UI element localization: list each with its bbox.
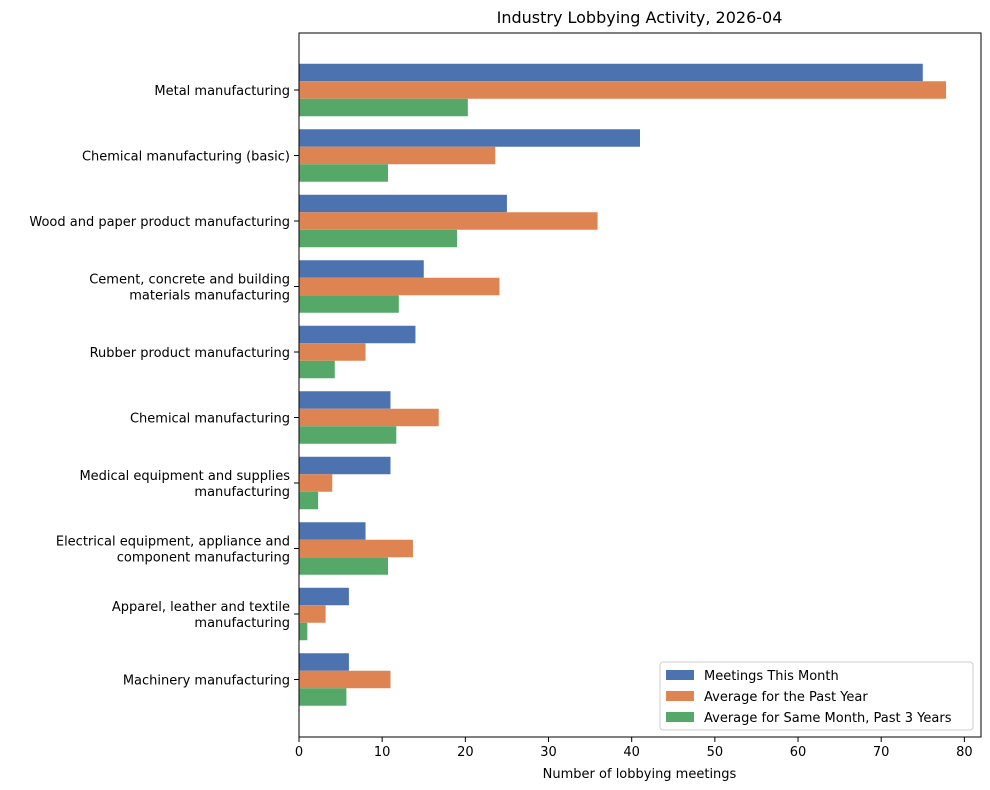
bar-same-month-3yr-avg: [299, 164, 388, 182]
y-category-label: Rubber product manufacturing: [90, 346, 290, 361]
legend-swatch: [666, 670, 694, 680]
bar-this-month: [299, 391, 391, 409]
y-category-label: manufacturing: [194, 485, 290, 500]
bar-same-month-3yr-avg: [299, 360, 335, 379]
x-axis-title: Number of lobbying meetings: [543, 767, 737, 782]
bar-this-month: [299, 653, 349, 671]
y-category-label: component manufacturing: [117, 551, 290, 566]
x-tick-label: 0: [295, 745, 303, 760]
bar-this-month: [299, 194, 507, 213]
bar-past-year-avg: [299, 605, 326, 623]
bar-this-month: [299, 456, 391, 475]
y-category-label: Metal manufacturing: [154, 84, 290, 99]
bar-this-month: [299, 63, 923, 82]
bar-past-year-avg: [299, 474, 333, 492]
bar-past-year-avg: [299, 212, 598, 230]
bar-this-month: [299, 260, 424, 278]
legend-swatch: [666, 712, 694, 722]
bar-past-year-avg: [299, 81, 947, 99]
x-tick-label: 20: [457, 745, 474, 760]
plot-frame: [298, 32, 982, 738]
bar-same-month-3yr-avg: [299, 622, 308, 641]
bar-past-year-avg: [299, 146, 496, 165]
bar-past-year-avg: [299, 343, 366, 361]
x-tick-label: 30: [540, 745, 557, 760]
y-category-label: Cement, concrete and building: [89, 273, 290, 288]
y-category-label: Chemical manufacturing (basic): [82, 150, 290, 165]
bar-same-month-3yr-avg: [299, 229, 458, 248]
y-category-label: materials manufacturing: [129, 289, 290, 304]
bar-past-year-avg: [299, 277, 500, 296]
x-tick-label: 70: [873, 745, 890, 760]
chart-title: Industry Lobbying Activity, 2026-04: [497, 8, 783, 27]
bar-same-month-3yr-avg: [299, 688, 347, 706]
bar-this-month: [299, 587, 349, 606]
bar-this-month: [299, 522, 366, 540]
bar-past-year-avg: [299, 408, 439, 427]
bar-same-month-3yr-avg: [299, 491, 319, 510]
bar-this-month: [299, 129, 640, 147]
x-tick-label: 50: [707, 745, 724, 760]
x-axis: 0 10 20 30 40 50 60 70 80: [295, 737, 973, 760]
x-tick-label: 40: [623, 745, 640, 760]
bar-same-month-3yr-avg: [299, 426, 397, 444]
bar-past-year-avg: [299, 670, 391, 689]
y-category-label: Medical equipment and supplies: [79, 469, 290, 484]
x-tick-label: 10: [374, 745, 391, 760]
bars-group: [299, 63, 947, 706]
bar-past-year-avg: [299, 539, 413, 558]
y-category-label: Chemical manufacturing: [130, 412, 290, 427]
legend-box: [659, 661, 974, 731]
legend-swatch: [666, 691, 694, 701]
legend-label: Meetings This Month: [704, 669, 839, 684]
bar-same-month-3yr-avg: [299, 295, 399, 313]
legend-label: Average for the Past Year: [704, 690, 868, 705]
y-axis: Metal manufacturing Chemical manufacturin…: [29, 84, 299, 689]
y-category-label: manufacturing: [194, 616, 290, 631]
x-tick-label: 60: [790, 745, 807, 760]
y-category-label: Apparel, leather and textile: [112, 600, 290, 615]
y-category-label: Wood and paper product manufacturing: [29, 215, 290, 230]
bar-this-month: [299, 325, 416, 344]
bar-same-month-3yr-avg: [299, 98, 468, 117]
bar-same-month-3yr-avg: [299, 557, 388, 575]
legend-label: Average for Same Month, Past 3 Years: [704, 711, 952, 726]
y-category-label: Machinery manufacturing: [123, 674, 290, 689]
legend: Meetings This Month Average for the Past …: [659, 661, 974, 731]
x-tick-label: 80: [956, 745, 973, 760]
y-category-label: Electrical equipment, appliance and: [56, 535, 290, 550]
